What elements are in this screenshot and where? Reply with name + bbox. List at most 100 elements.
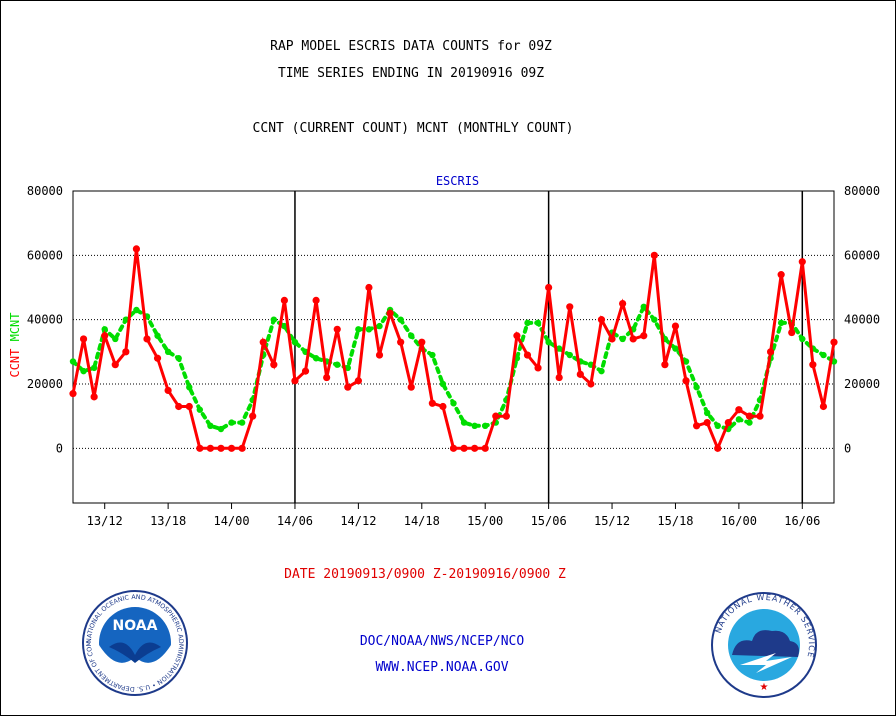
- data-point-ccnt: [661, 361, 669, 369]
- y-axis-label-ccnt: CCNT: [8, 341, 22, 377]
- data-point-mcnt: [207, 422, 214, 430]
- website-label: WWW.NCEP.NOAA.GOV: [375, 660, 509, 675]
- data-point-mcnt: [69, 358, 77, 365]
- series-line-mcnt: [71, 303, 836, 432]
- data-point-ccnt: [460, 444, 468, 452]
- y-tick-label-left: 0: [56, 441, 63, 455]
- data-point-mcnt: [777, 319, 785, 327]
- plot-title: ESCRIS: [436, 174, 479, 188]
- data-point-ccnt: [375, 351, 384, 359]
- svg-text:★: ★: [760, 682, 769, 693]
- y-axis-label: CCNT MCNT: [8, 312, 22, 377]
- data-point-ccnt: [344, 383, 352, 391]
- data-point-mcnt: [672, 345, 679, 352]
- data-point-mcnt: [703, 409, 711, 417]
- x-tick-label: 14/18: [404, 514, 440, 528]
- data-point-mcnt: [598, 367, 605, 375]
- data-point-mcnt: [397, 316, 404, 323]
- data-point-ccnt: [629, 335, 637, 343]
- data-point-ccnt: [534, 364, 542, 372]
- data-point-ccnt: [407, 383, 415, 391]
- data-point-ccnt: [597, 316, 606, 324]
- y-tick-label-right: 0: [844, 441, 851, 455]
- data-point-ccnt: [122, 348, 130, 356]
- data-point-ccnt: [323, 373, 331, 382]
- x-tick-label: 15/18: [657, 514, 693, 528]
- data-point-ccnt: [418, 338, 426, 346]
- data-point-mcnt: [291, 338, 299, 346]
- y-tick-label-right: 40000: [844, 313, 880, 327]
- data-point-ccnt: [830, 338, 838, 346]
- data-point-ccnt: [175, 402, 183, 411]
- data-point-ccnt: [481, 444, 489, 452]
- chart-title-line-2: TIME SERIES ENDING IN 20190916 09Z: [277, 66, 545, 81]
- data-point-ccnt: [333, 325, 341, 333]
- x-tick-label: 15/06: [531, 514, 567, 528]
- data-point-ccnt: [555, 373, 563, 382]
- data-point-ccnt: [196, 444, 204, 452]
- data-point-ccnt: [270, 361, 278, 369]
- data-point-ccnt: [206, 444, 215, 452]
- y-tick-label-left: 20000: [27, 377, 63, 391]
- data-point-ccnt: [492, 412, 500, 420]
- data-point-ccnt: [766, 348, 775, 356]
- x-tick-label: 14/06: [277, 514, 313, 528]
- data-point-ccnt: [640, 332, 648, 340]
- x-tick-label: 16/06: [784, 514, 820, 528]
- data-point-mcnt: [133, 306, 140, 314]
- data-point-mcnt: [820, 351, 827, 359]
- data-point-mcnt: [640, 303, 647, 310]
- data-point-ccnt: [788, 328, 796, 337]
- data-point-ccnt: [819, 402, 828, 411]
- data-point-ccnt: [608, 335, 616, 343]
- data-point-mcnt: [90, 364, 98, 372]
- data-point-ccnt: [164, 386, 172, 395]
- data-point-mcnt: [80, 367, 87, 375]
- data-point-ccnt: [386, 309, 394, 317]
- data-point-mcnt: [651, 316, 658, 323]
- data-point-ccnt: [217, 444, 225, 452]
- data-point-ccnt: [703, 418, 711, 427]
- data-point-ccnt: [397, 338, 405, 346]
- data-point-mcnt: [101, 326, 108, 333]
- data-point-mcnt: [408, 332, 415, 339]
- data-point-mcnt: [450, 400, 457, 407]
- data-point-ccnt: [756, 412, 764, 420]
- data-point-ccnt: [724, 418, 732, 427]
- data-point-mcnt: [228, 419, 235, 426]
- data-point-ccnt: [280, 296, 288, 304]
- data-point-ccnt: [101, 332, 109, 340]
- data-point-ccnt: [619, 299, 627, 308]
- data-point-mcnt: [619, 335, 626, 343]
- y-tick-label-left: 80000: [27, 184, 63, 198]
- data-point-mcnt: [682, 358, 690, 365]
- data-point-ccnt: [79, 335, 88, 343]
- data-point-mcnt: [312, 355, 320, 362]
- nws-logo: NATIONAL WEATHER SERVICE ★: [710, 591, 818, 699]
- data-point-ccnt: [365, 283, 373, 292]
- chart-title-line-1: RAP MODEL ESCRIS DATA COUNTS for 09Z: [270, 39, 552, 54]
- data-point-mcnt: [186, 384, 193, 391]
- data-point-ccnt: [69, 390, 77, 398]
- data-point-ccnt: [502, 412, 510, 420]
- data-point-ccnt: [545, 283, 553, 292]
- data-point-ccnt: [682, 377, 690, 385]
- data-point-mcnt: [735, 416, 743, 423]
- data-point-mcnt: [460, 419, 468, 426]
- data-point-ccnt: [301, 367, 310, 375]
- x-tick-label: 15/12: [594, 514, 630, 528]
- data-point-mcnt: [196, 406, 204, 413]
- data-point-mcnt: [799, 335, 806, 343]
- data-point-mcnt: [555, 345, 563, 352]
- chart-subtitle: CCNT (CURRENT COUNT) MCNT (MONTHLY COUNT…: [252, 121, 574, 136]
- plot-frame: [72, 190, 835, 504]
- y-tick-label-right: 80000: [844, 184, 880, 198]
- data-point-mcnt: [746, 419, 753, 426]
- data-point-ccnt: [449, 444, 458, 452]
- date-range-label: DATE 20190913/0900 Z-20190916/0900 Z: [284, 567, 566, 582]
- data-point-ccnt: [566, 303, 574, 311]
- data-point-mcnt: [429, 351, 436, 359]
- data-point-ccnt: [745, 412, 754, 420]
- data-point-mcnt: [164, 348, 172, 356]
